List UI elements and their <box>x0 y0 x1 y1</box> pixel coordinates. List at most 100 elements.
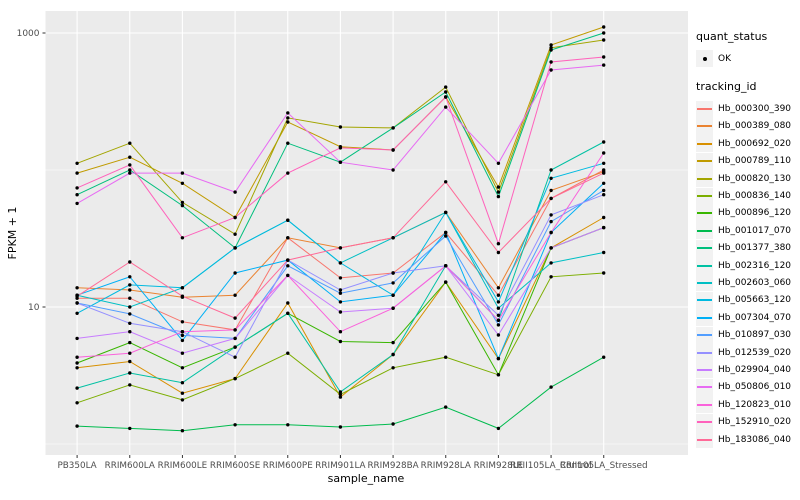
data-point <box>549 230 553 235</box>
data-point <box>391 236 395 240</box>
data-point <box>128 340 132 345</box>
legend-tracking-item-label: Hb_002316_120 <box>718 260 792 271</box>
data-point <box>496 373 501 377</box>
data-point <box>180 391 185 395</box>
data-point <box>338 310 343 314</box>
data-point <box>286 351 290 355</box>
line-key-icon <box>696 222 713 240</box>
data-point <box>391 422 395 426</box>
data-point <box>128 305 132 309</box>
data-point <box>444 210 448 215</box>
y-tick-label: 1000 <box>17 29 40 39</box>
data-point <box>602 225 606 230</box>
data-points <box>75 25 606 433</box>
legend-tracking-item-label: Hb_000820_130 <box>718 173 792 184</box>
data-point <box>549 219 553 224</box>
line-key-icon <box>696 413 713 431</box>
legend-tracking-item-label: Hb_183086_040 <box>718 434 792 445</box>
data-point <box>286 120 290 124</box>
data-point <box>180 294 185 298</box>
legend-tracking-item: Hb_002316_120 <box>696 257 800 275</box>
data-point <box>338 288 343 292</box>
line-key-icon <box>696 239 713 257</box>
data-point <box>128 168 132 172</box>
data-point <box>233 271 237 275</box>
data-point <box>496 194 501 199</box>
data-point <box>549 68 553 72</box>
line-key-icon <box>696 326 713 344</box>
x-tick-label: RRII105LA_Control <box>510 461 592 471</box>
data-point <box>75 171 79 175</box>
legend-item-ok: OK <box>696 50 800 68</box>
legend-tracking-item-label: Hb_010897_030 <box>718 330 792 341</box>
gridlines <box>45 11 688 455</box>
data-point <box>496 250 501 255</box>
data-point <box>128 330 132 334</box>
legend-tracking-item: Hb_012539_020 <box>696 344 800 362</box>
line-key-icon <box>696 309 713 327</box>
line-key-icon <box>696 135 713 153</box>
data-point <box>75 193 79 197</box>
data-point <box>75 424 79 428</box>
x-tick-label: RRIM600LE <box>158 461 208 471</box>
data-point <box>75 201 79 206</box>
data-point <box>496 300 501 304</box>
data-point <box>180 200 185 205</box>
legend-tracking-item: Hb_050806_010 <box>696 378 800 396</box>
data-point <box>444 90 448 94</box>
data-point <box>444 85 448 89</box>
legend-tracking-item: Hb_001017_070 <box>696 222 800 240</box>
data-point <box>444 355 448 359</box>
legend-tracking-item-label: Hb_000300_390 <box>718 104 792 115</box>
data-point <box>338 291 343 295</box>
data-point <box>496 190 501 194</box>
line-key-icon <box>696 257 713 275</box>
data-point <box>128 312 132 316</box>
data-point <box>233 336 237 341</box>
data-point <box>338 146 343 150</box>
line-key-icon <box>696 431 713 448</box>
data-point <box>602 355 606 359</box>
data-point <box>233 246 237 250</box>
data-point <box>549 385 553 389</box>
data-point <box>180 398 185 402</box>
legend-item-ok-label: OK <box>718 53 731 64</box>
data-point <box>338 339 343 344</box>
data-point <box>75 386 79 390</box>
data-point <box>496 323 501 327</box>
data-point <box>549 60 553 64</box>
legend-tracking-item: Hb_000820_130 <box>696 170 800 188</box>
data-point <box>444 280 448 284</box>
legend-tracking-entries: Hb_000300_390 Hb_000389_080 Hb_000692_020 H… <box>696 100 800 448</box>
data-point <box>444 105 448 109</box>
legend-tracking-item: Hb_000300_390 <box>696 100 800 118</box>
y-tick-label: 10 <box>28 303 40 313</box>
data-point <box>496 333 501 337</box>
data-point <box>549 246 553 250</box>
legend-tracking-item-label: Hb_029904_040 <box>718 364 792 375</box>
x-tick-label: RRIM600LA <box>105 461 155 471</box>
legend-tracking-item-label: Hb_000692_020 <box>718 138 792 149</box>
data-point <box>391 352 395 357</box>
data-point <box>391 281 395 285</box>
data-point <box>444 405 448 409</box>
data-point <box>75 366 79 370</box>
legend-tracking-item: Hb_152910_020 <box>696 413 800 431</box>
data-point <box>338 246 343 250</box>
line-key-icon <box>696 152 713 170</box>
data-point <box>75 361 79 365</box>
data-point <box>128 351 132 355</box>
legend-tracking-item-label: Hb_012539_020 <box>718 347 792 358</box>
data-point <box>128 283 132 287</box>
data-point <box>180 338 185 343</box>
line-key-icon <box>696 378 713 396</box>
legend: quant_status OK tracking_id Hb_000300_39… <box>696 30 800 461</box>
legend-tracking-item-label: Hb_007304_070 <box>718 312 792 323</box>
data-point <box>602 55 606 59</box>
data-point <box>338 276 343 280</box>
data-point <box>75 186 79 190</box>
data-point <box>602 181 606 185</box>
data-point <box>444 234 448 238</box>
data-point <box>602 171 606 175</box>
data-point <box>286 301 290 305</box>
